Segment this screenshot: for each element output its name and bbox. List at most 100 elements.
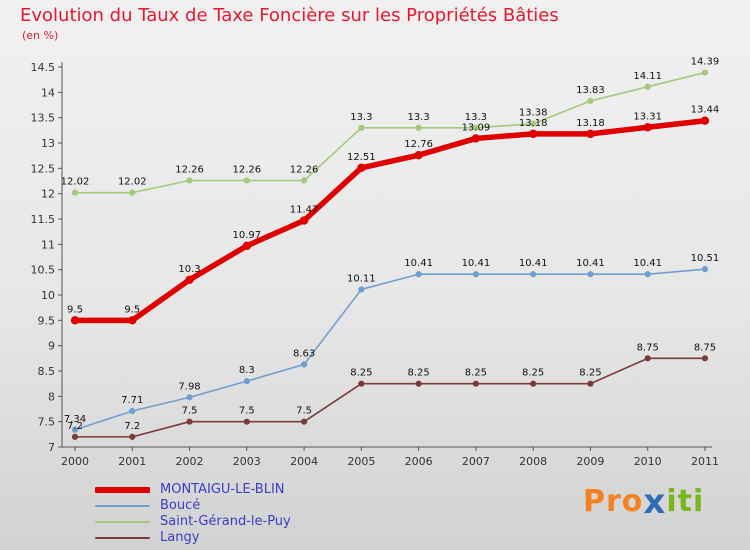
data-point-label: 7.5 (239, 406, 255, 417)
line-chart: 7 7.5 8 8.5 9 9.5 10 10.5 11 11.5 12 12.5 13 13.5 14 14… (31, 57, 720, 468)
series-line-1 (74, 268, 706, 431)
data-point-label: 13.31 (633, 111, 662, 122)
data-point (185, 275, 194, 284)
legend-swatch-langy (95, 537, 150, 539)
data-point (472, 380, 479, 387)
y-tick-label: 9 (48, 340, 55, 353)
data-point-label: 8.25 (522, 368, 544, 379)
data-point (644, 271, 651, 278)
data-point (242, 241, 252, 251)
legend-item-bouce: Boucé (95, 498, 291, 514)
data-point (358, 380, 365, 387)
x-tick-label: 2002 (176, 455, 204, 468)
data-point-label: 13.18 (576, 118, 605, 129)
data-point (128, 316, 137, 325)
data-point (243, 418, 250, 425)
data-point-label: 13.3 (465, 112, 487, 123)
data-point (415, 124, 422, 131)
data-point-label: 10.41 (404, 258, 433, 269)
data-point (644, 355, 651, 362)
data-point (530, 120, 537, 127)
y-tick-label: 14.5 (31, 61, 56, 74)
data-point-label: 7.34 (64, 414, 86, 425)
legend-label: MONTAIGU-LE-BLIN (160, 482, 285, 497)
data-point (243, 378, 250, 385)
legend-label: Saint-Gérand-le-Puy (160, 514, 291, 529)
x-tick-label: 2003 (233, 455, 261, 468)
x-tick-label: 2011 (691, 455, 719, 468)
data-point (300, 361, 308, 368)
data-point (530, 380, 537, 387)
data-point (644, 83, 651, 90)
legend: MONTAIGU-LE-BLIN Boucé Saint-Gérand-le-P… (95, 482, 291, 546)
data-point-label: 8.75 (637, 342, 659, 353)
data-point-label: 14.39 (691, 57, 720, 68)
data-point (358, 124, 365, 131)
y-tick-label: 7 (48, 441, 55, 454)
data-point (530, 271, 537, 278)
y-tick-label: 11.5 (31, 213, 56, 226)
data-point (71, 189, 79, 196)
data-point-label: 10.51 (691, 253, 720, 264)
data-point (300, 418, 308, 425)
page-title: Evolution du Taux de Taxe Foncière sur l… (20, 5, 559, 26)
data-point (129, 189, 136, 196)
series-line-3 (74, 357, 706, 438)
data-point (587, 271, 594, 278)
legend-swatch-bouce (95, 505, 150, 507)
y-tick-label: 10.5 (31, 264, 56, 277)
data-point-label: 13.3 (407, 112, 429, 123)
data-point (357, 163, 366, 173)
y-tick-label: 14 (41, 86, 55, 99)
data-point (414, 150, 423, 160)
y-tick-label: 8 (48, 390, 55, 403)
data-point-label: 13.09 (462, 122, 491, 133)
data-point-label: 8.25 (407, 368, 429, 379)
x-tick-label: 2006 (405, 455, 433, 468)
data-point-label: 12.51 (347, 152, 376, 163)
data-point-label: 7.2 (124, 421, 140, 432)
data-point-label: 10.41 (576, 258, 605, 269)
data-point-label: 9.5 (67, 304, 83, 315)
data-point-label: 12.76 (404, 139, 433, 150)
y-tick-label: 12 (41, 188, 55, 201)
series-line-0 (72, 117, 708, 324)
x-tick-label: 2001 (118, 455, 146, 468)
data-point-label: 12.26 (175, 164, 204, 175)
data-point (471, 134, 481, 143)
data-point-label: 7.71 (121, 395, 143, 406)
legend-label: Langy (160, 530, 200, 545)
data-point (299, 216, 309, 225)
data-point-label: 8.25 (465, 368, 487, 379)
data-point-label: 9.5 (124, 304, 140, 315)
data-point (300, 177, 308, 184)
chart-unit-subtitle: (en %) (22, 29, 59, 42)
x-tick-label: 2000 (61, 455, 89, 468)
x-tick-label: 2005 (347, 455, 375, 468)
data-point-label: 10.41 (633, 258, 662, 269)
data-point-label: 10.11 (347, 273, 376, 284)
legend-swatch-saint-gerand-le-puy (95, 521, 150, 523)
y-tick-label: 9.5 (38, 314, 56, 327)
data-point-label: 13.44 (691, 105, 720, 116)
y-tick-label: 12.5 (31, 162, 56, 175)
y-tick-label: 7.5 (38, 416, 56, 429)
data-point (358, 286, 365, 293)
data-point (587, 380, 594, 387)
data-point-label: 8.3 (239, 365, 255, 376)
data-point (701, 266, 709, 273)
data-point (472, 124, 479, 131)
legend-swatch-montaigu-le-blin (95, 487, 150, 493)
data-point (186, 418, 193, 425)
data-point (71, 433, 79, 440)
data-point-label: 10.3 (178, 264, 200, 275)
y-tick-label: 13.5 (31, 112, 56, 125)
data-point-label: 13.3 (350, 112, 372, 123)
data-point-label: 7.5 (296, 406, 312, 417)
data-point-label: 7.2 (67, 421, 83, 432)
data-point (186, 177, 193, 184)
legend-item-langy: Langy (95, 530, 291, 546)
data-point-label: 10.41 (462, 258, 491, 269)
logo-letter-group: Pro (583, 484, 644, 519)
data-point (472, 271, 479, 278)
